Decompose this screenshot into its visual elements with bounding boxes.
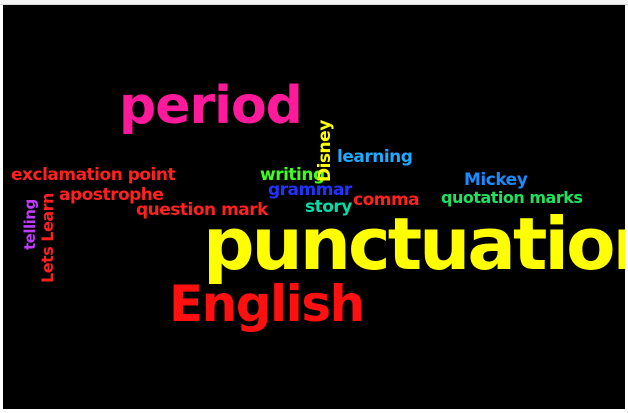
- word-grammar: grammar: [268, 180, 352, 200]
- word-question-mark: question mark: [136, 200, 268, 220]
- word-exclamation-point: exclamation point: [11, 165, 176, 185]
- word-lets-learn: Lets Learn: [38, 193, 57, 283]
- word-english: English: [169, 275, 365, 333]
- word-learning: learning: [337, 147, 413, 167]
- word-period: period: [119, 76, 303, 136]
- word-quotation-marks: quotation marks: [441, 188, 583, 207]
- word-writing: writing: [260, 165, 325, 185]
- word-story: story: [305, 197, 352, 217]
- word-punctuation: punctuation: [203, 202, 625, 286]
- word-mickey: Mickey: [464, 170, 528, 190]
- word-disney: Disney: [315, 120, 335, 182]
- word-apostrophe: apostrophe: [59, 185, 164, 205]
- word-cloud-canvas: period exclamation point apostrophe ques…: [3, 5, 625, 409]
- word-telling: telling: [21, 199, 39, 250]
- top-border: [0, 0, 628, 5]
- word-comma: comma: [353, 190, 420, 210]
